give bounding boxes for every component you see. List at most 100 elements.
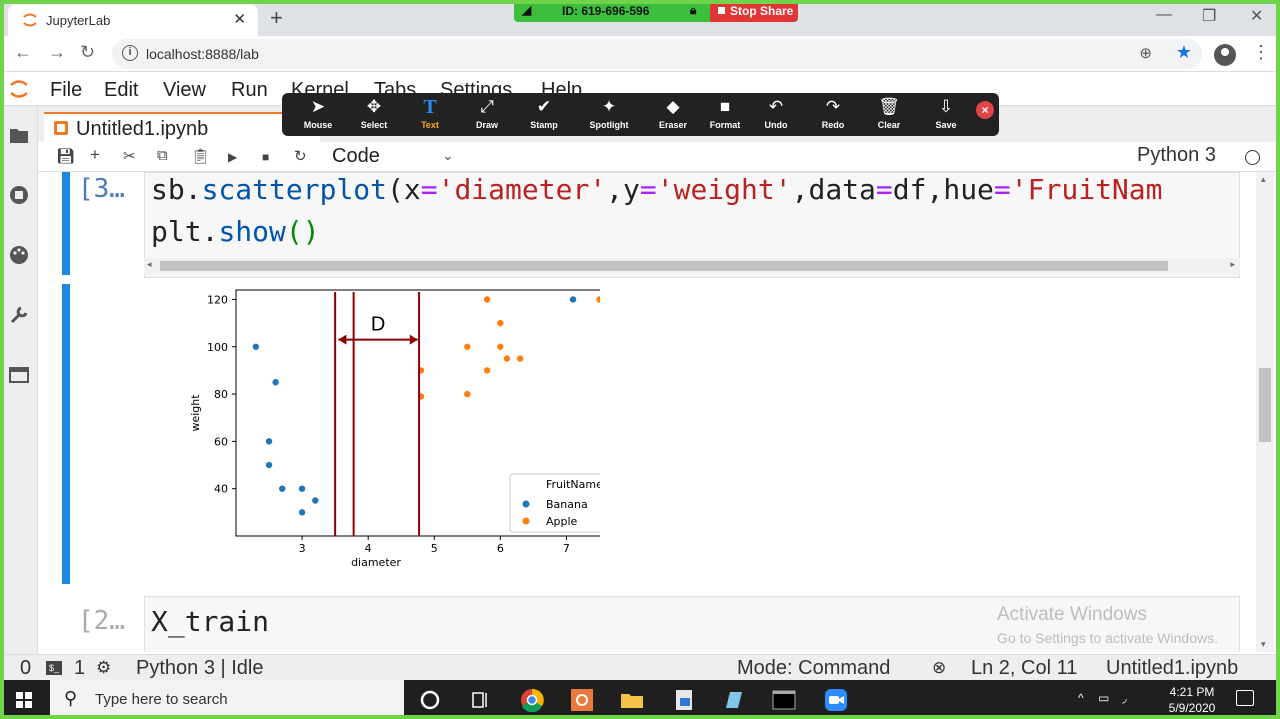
terminal-app-icon[interactable] [772,688,796,712]
zoom-icon[interactable]: ⊕ [1139,45,1152,62]
tool-label: Format [709,120,741,130]
minimize-icon[interactable]: — [1156,6,1172,23]
tool-select[interactable]: ✥ Select [349,97,399,130]
taskbar-clock[interactable]: 4:21 PM 5/9/2020 [1162,684,1222,716]
stop-share-label: Stop Share [730,4,794,18]
menu-file[interactable]: File [50,79,83,101]
reload-icon[interactable]: ↻ [80,42,96,62]
cut-icon[interactable]: ✂ [123,148,136,165]
legend-title: FruitName [546,478,600,491]
scroll-down-icon[interactable]: ▾ [1261,639,1266,649]
tool-draw[interactable]: ⤢ Draw [462,97,512,130]
screenshot-app-icon[interactable] [570,688,594,712]
share-id-text: ID: 619-696-596 [562,4,650,18]
browser-menu-icon[interactable]: ⋮ [1252,42,1270,62]
zoom-app-icon[interactable] [824,688,848,712]
tabs-icon[interactable] [8,364,30,386]
forward-icon[interactable]: → [48,42,66,62]
notebook-vscrollbar[interactable]: ▴ ▾ [1256,172,1274,652]
running-icon[interactable] [8,184,30,206]
restore-icon[interactable]: ❐ [1202,8,1217,25]
stop-share-button[interactable]: Stop Share [710,0,798,22]
code-token: plt [151,215,202,248]
palette-icon[interactable] [8,244,30,266]
insert-cell-icon[interactable]: + [90,145,100,164]
task-view-icon[interactable] [468,688,492,712]
search-icon: ⚲ [64,688,78,708]
scroll-thumb[interactable] [160,261,1168,271]
kernel-name[interactable]: Python 3 [1137,144,1216,166]
code-editor[interactable]: X_train [144,596,1240,652]
file-explorer-icon[interactable] [620,688,644,712]
copy-icon[interactable]: ⧉ [157,147,168,164]
annotation-close-icon[interactable]: × [976,101,994,119]
code-token: hue [943,173,994,206]
windows-start-icon[interactable] [8,688,40,712]
cell-collapser[interactable] [62,172,70,275]
tool-save[interactable]: ⇩ Save [921,97,971,130]
tool-clear[interactable]: 🗑 Clear [864,97,914,130]
save-notebook-icon[interactable]: 💾︎ [56,148,76,165]
code-token: = [420,173,438,206]
menu-run[interactable]: Run [231,79,268,101]
site-info-icon[interactable]: i [122,45,138,61]
cell-type-select[interactable]: Code [332,145,380,167]
scroll-right-icon[interactable]: ▸ [1230,259,1235,269]
data-point-apple [483,367,491,374]
notification-icon[interactable] [1236,690,1254,706]
url-text[interactable]: localhost:8888/lab [146,46,259,62]
run-icon[interactable]: ▶ [228,150,238,164]
folder-icon[interactable] [8,124,30,146]
activate-windows-subtitle: Go to Settings to activate Windows. [997,630,1218,646]
kernel-idle-status[interactable]: Python 3 | Idle [136,657,264,679]
windows-taskbar: ⚲ Type here to search ^ ▭ ◞ 4:21 PM 5/9/… [0,680,1280,719]
scroll-thumb[interactable] [1259,368,1271,442]
tool-text[interactable]: T Text [405,97,455,130]
browser-tab-close-icon[interactable]: ✕ [233,11,246,28]
browser-tab[interactable]: JupyterLab ✕ [8,4,258,36]
annotation-toolbar: ➤ Mouse ✥ Select T Text ⤢ Draw ✔ Stamp ✦… [282,93,999,136]
x-tick-label: 6 [497,542,504,555]
cursor-position[interactable]: Ln 2, Col 11 [971,657,1078,679]
window-close-icon[interactable]: ✕ [1250,8,1264,25]
tool-label: Spotlight [589,120,629,130]
paste-icon[interactable]: 📋︎ [191,148,211,165]
trust-icon[interactable]: ⊗ [932,658,947,677]
scroll-up-icon[interactable]: ▴ [1261,174,1266,184]
tool-redo[interactable]: ↷ Redo [808,97,858,130]
battery-icon[interactable]: ▭ [1098,691,1110,705]
back-icon[interactable]: ← [14,42,32,62]
cortana-icon[interactable] [418,688,442,712]
tool-stamp[interactable]: ✔ Stamp [519,97,569,130]
chevron-down-icon[interactable]: ⌄ [442,147,454,163]
code-hscrollbar[interactable]: ◂ ▸ [144,258,1240,274]
search-placeholder: Type here to search [95,691,228,708]
wrench-icon[interactable] [8,304,30,326]
notebook-tab[interactable]: Untitled1.ipynb × [44,112,320,142]
wifi-icon[interactable]: ◞ [1122,691,1127,705]
text-icon: T [423,96,437,118]
stop-kernel-icon[interactable]: ■ [262,150,270,164]
bookmark-star-icon[interactable]: ★ [1175,42,1192,62]
jupyter-statusbar: 0 $_ 1 ⚙ Python 3 | Idle Mode: Command ⊗… [0,654,1280,680]
chrome-icon[interactable] [520,688,544,712]
scroll-left-icon[interactable]: ◂ [147,259,152,269]
tool-eraser[interactable]: ◆ Eraser [648,97,698,130]
menu-edit[interactable]: Edit [104,79,139,101]
tray-chevron-icon[interactable]: ^ [1078,691,1084,705]
tool-format[interactable]: ■ Format [700,97,750,130]
new-tab-button[interactable]: + [270,5,283,30]
legend-box [509,473,600,533]
kernel-gear-icon: ⚙ [96,658,112,677]
tool-undo[interactable]: ↶ Undo [751,97,801,130]
notepad-icon[interactable] [722,688,746,712]
restart-kernel-icon[interactable]: ↻ [294,148,307,165]
document-app-icon[interactable] [672,688,696,712]
output-collapser[interactable] [62,284,70,584]
tool-spotlight[interactable]: ✦ Spotlight [584,97,634,130]
profile-avatar-icon[interactable] [1214,44,1236,66]
address-bar[interactable]: i localhost:8888/lab ⊕ ★ [112,39,1202,69]
menu-view[interactable]: View [163,79,206,101]
tool-mouse[interactable]: ➤ Mouse [293,97,343,130]
taskbar-search[interactable]: ⚲ Type here to search [50,680,404,719]
